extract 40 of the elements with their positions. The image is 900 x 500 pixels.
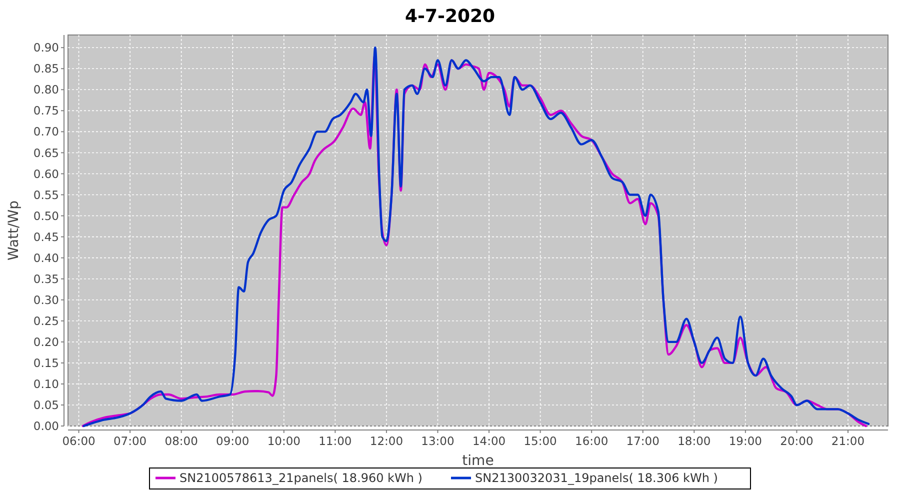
- y-tick-label: 0.75: [33, 104, 59, 118]
- y-tick-label: 0.50: [33, 208, 59, 223]
- x-tick-label: 09:00: [216, 434, 250, 448]
- legend-label: SN2130032031_19panels( 18.306 kWh ): [475, 471, 718, 486]
- y-tick-label: 0.55: [33, 188, 59, 202]
- y-tick-label: 0.05: [33, 398, 59, 412]
- x-tick-label: 18:00: [678, 434, 711, 448]
- y-tick-label: 0.35: [33, 272, 59, 286]
- y-tick-label: 0.25: [33, 314, 59, 328]
- x-tick-label: 21:00: [831, 434, 865, 448]
- y-tick-label: 0.40: [33, 250, 59, 265]
- x-tick-label: 07:00: [113, 434, 147, 448]
- x-axis-title: time: [462, 453, 494, 469]
- x-tick-label: 15:00: [524, 434, 557, 448]
- chart-title: 4-7-2020: [404, 6, 496, 27]
- x-tick-label: 14:00: [472, 434, 506, 448]
- x-tick-label: 12:00: [370, 434, 404, 448]
- y-tick-label: 0.90: [33, 40, 59, 55]
- x-tick-label: 08:00: [164, 434, 198, 448]
- x-tick-label: 16:00: [575, 434, 608, 448]
- x-tick-label: 20:00: [780, 434, 814, 448]
- x-tick-label: 17:00: [626, 434, 660, 448]
- x-tick-label: 11:00: [318, 434, 352, 448]
- y-tick-label: 0.60: [33, 166, 59, 181]
- x-tick-label: 19:00: [728, 434, 762, 448]
- x-tick-label: 06:00: [62, 434, 96, 448]
- y-tick-label: 0.20: [33, 334, 59, 349]
- y-tick-label: 0.45: [33, 230, 59, 244]
- y-tick-label: 0.15: [33, 356, 59, 370]
- y-axis-title: Watt/Wp: [6, 200, 22, 260]
- y-tick-label: 0.00: [33, 419, 59, 434]
- y-tick-label: 0.85: [33, 62, 59, 76]
- x-tick-label: 13:00: [421, 434, 454, 448]
- x-tick-label: 10:00: [267, 434, 300, 448]
- y-tick-label: 0.10: [33, 376, 59, 391]
- y-tick-label: 0.70: [33, 124, 59, 139]
- y-tick-label: 0.80: [33, 82, 59, 97]
- y-tick-label: 0.65: [33, 146, 59, 160]
- y-tick-label: 0.30: [33, 292, 59, 307]
- legend-label: SN2100578613_21panels( 18.960 kWh ): [180, 471, 422, 486]
